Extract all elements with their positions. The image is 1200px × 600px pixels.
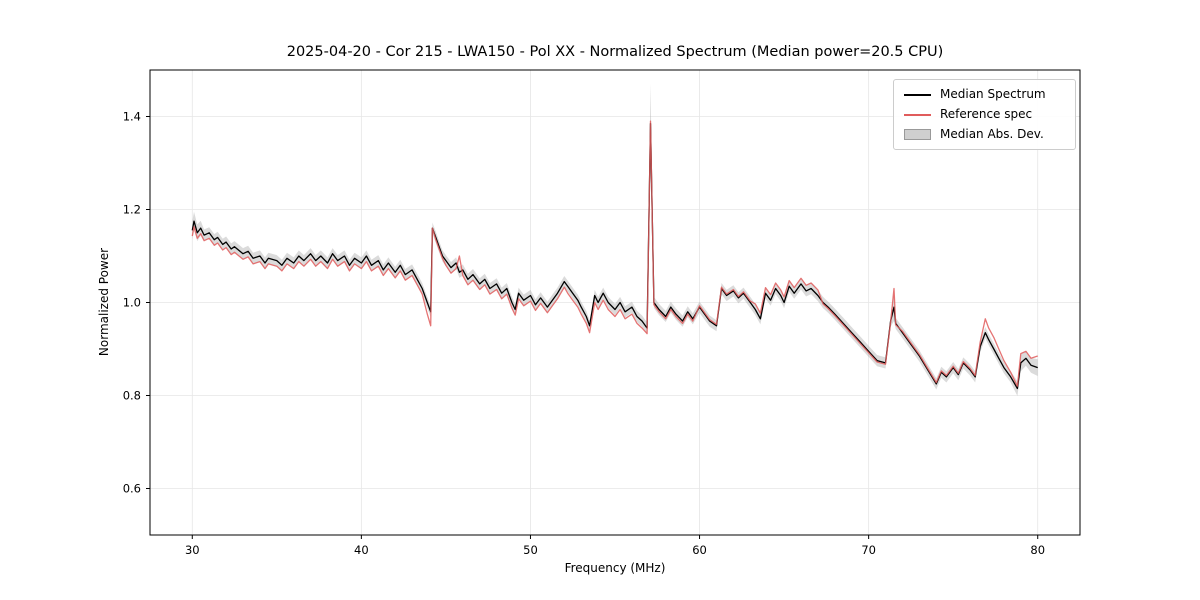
y-tick-label: 0.8: [123, 389, 141, 403]
reference-spec-line: [191, 120, 1038, 387]
legend-label-mad: Median Abs. Dev.: [940, 127, 1044, 141]
legend-item-reference: Reference spec: [904, 108, 1065, 121]
reference-line-swatch: [904, 113, 931, 116]
y-tick-label: 1.2: [123, 203, 141, 217]
mad-band-swatch: [904, 129, 931, 140]
legend-label-median: Median Spectrum: [940, 87, 1046, 101]
y-tick-label: 1.4: [123, 110, 141, 124]
legend-item-median: Median Spectrum: [904, 88, 1065, 101]
x-tick-label: 30: [185, 543, 200, 557]
x-tick-label: 50: [523, 543, 538, 557]
mad-band: [192, 83, 1038, 397]
chart-title: 2025-04-20 - Cor 215 - LWA150 - Pol XX -…: [286, 44, 944, 60]
median-line-swatch: [904, 93, 931, 96]
x-axis-label: Frequency (MHz): [564, 561, 666, 575]
x-tick-label: 70: [861, 543, 876, 557]
x-tick-label: 80: [1030, 543, 1045, 557]
y-tick-label: 1.0: [123, 296, 141, 310]
y-axis-label: Normalized Power: [97, 247, 111, 357]
legend: Median Spectrum Reference spec Median Ab…: [893, 79, 1076, 150]
x-tick-label: 60: [692, 543, 707, 557]
legend-label-reference: Reference spec: [940, 107, 1033, 121]
legend-item-mad: Median Abs. Dev.: [904, 128, 1065, 141]
x-tick-label: 40: [354, 543, 369, 557]
y-tick-label: 0.6: [123, 482, 141, 496]
